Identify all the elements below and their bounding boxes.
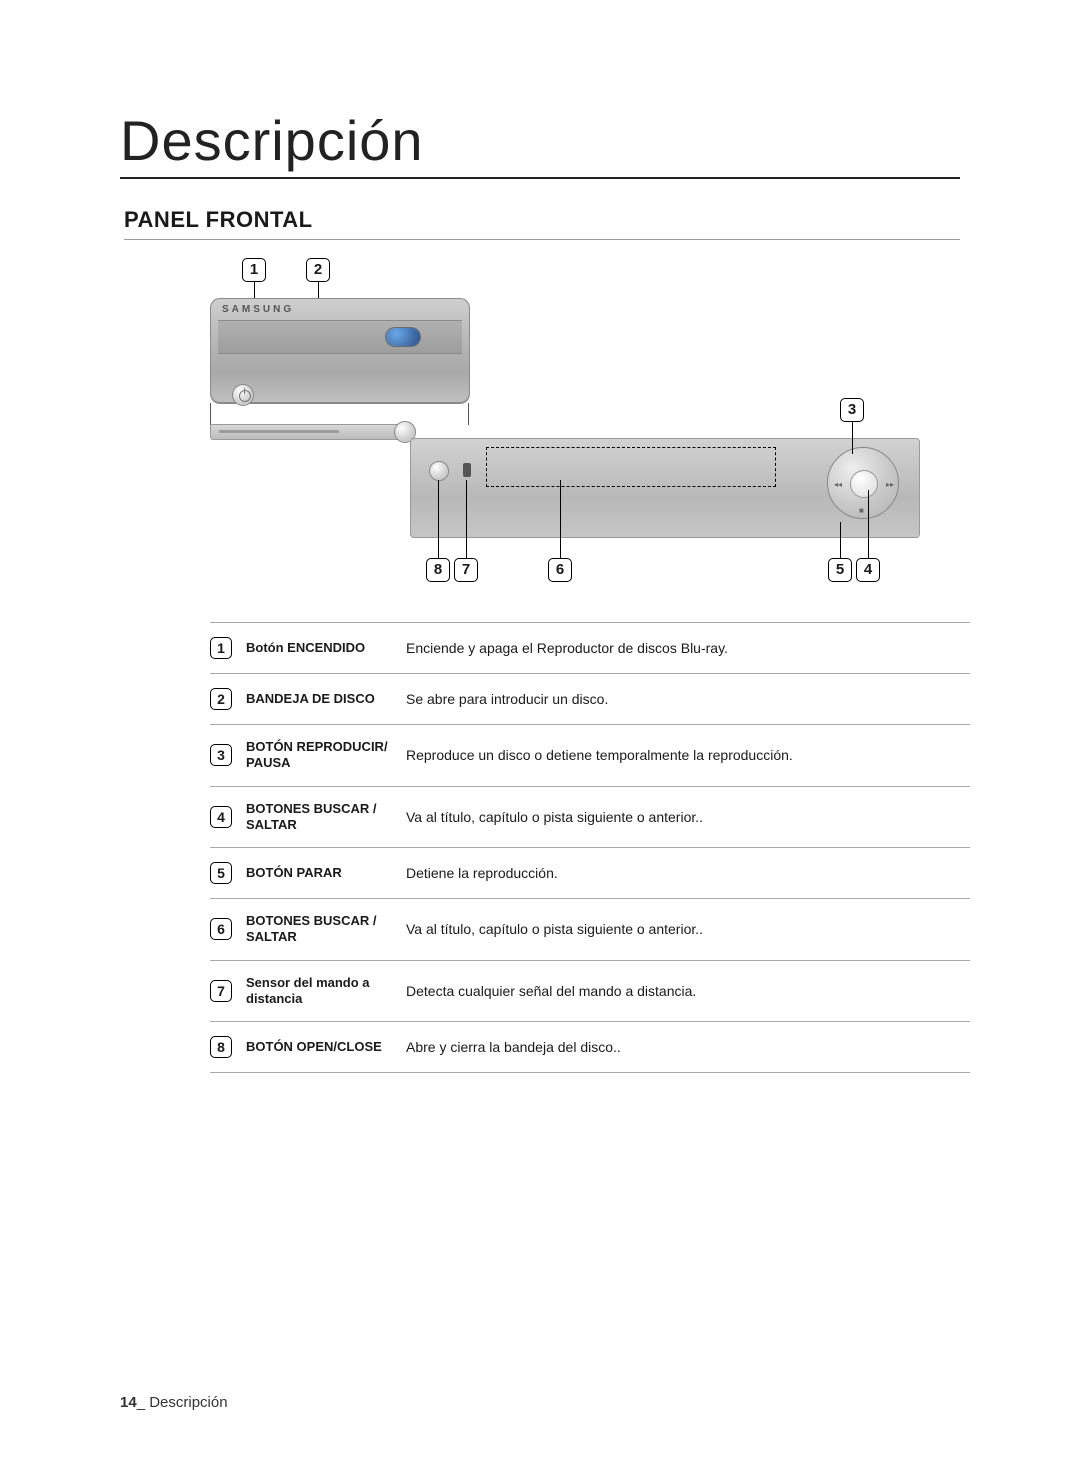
footer-label: Descripción [149,1394,227,1411]
power-button-icon [232,384,254,406]
skip-back-icon: ◂◂ [834,480,842,489]
row-name: BOTÓN PARAR [246,848,406,899]
row-num: 8 [210,1036,232,1058]
row-num: 3 [210,744,232,766]
leader-line [840,522,841,560]
table-row: 2 BANDEJA DE DISCO Se abre para introduc… [210,674,970,725]
callout-3: 3 [840,398,864,422]
row-name: Botón ENCENDIDO [246,623,406,674]
callout-5: 5 [828,558,852,582]
table-row: 7 Sensor del mando adistancia Detecta cu… [210,960,970,1022]
panel-heading: PANEL FRONTAL [124,207,960,240]
device-zoom-right: ◂◂ ▸▸ ■ [410,438,920,538]
row-num: 4 [210,806,232,828]
play-pause-button-icon [850,470,878,498]
front-panel-diagram: 1 2 SAMSUNG ◂◂ ▸▸ ■ [210,258,970,598]
row-name: Sensor del mando adistancia [246,960,406,1022]
callout-7: 7 [454,558,478,582]
leader-line [468,403,470,425]
leader-line [868,490,869,560]
table-row: 8 BOTÓN OPEN/CLOSE Abre y cierra la band… [210,1022,970,1073]
row-num: 6 [210,918,232,940]
leader-line [560,480,561,560]
row-name: BOTÓN OPEN/CLOSE [246,1022,406,1073]
open-close-button-icon [429,461,449,481]
callout-8: 8 [426,558,450,582]
leader-line [210,403,212,425]
device-full-view [210,424,405,440]
row-desc: Va al título, capítulo o pista siguiente… [406,786,970,848]
device-zoom-left: SAMSUNG [210,298,470,403]
row-desc: Enciende y apaga el Reproductor de disco… [406,623,970,674]
callout-6: 6 [548,558,572,582]
table-row: 3 BOTÓN REPRODUCIR/PAUSA Reproduce un di… [210,725,970,787]
row-name: BOTONES BUSCAR /SALTAR [246,786,406,848]
row-name: BANDEJA DE DISCO [246,674,406,725]
row-num: 1 [210,637,232,659]
leader-line [438,480,439,560]
page-number: 14 [120,1394,137,1411]
control-dial: ◂◂ ▸▸ ■ [827,447,899,519]
callout-2: 2 [306,258,330,282]
row-desc: Se abre para introducir un disco. [406,674,970,725]
stop-icon: ■ [859,506,864,515]
row-num: 7 [210,980,232,1002]
leader-line [852,422,853,454]
disc-tray-slot [218,320,462,354]
leader-line [466,480,467,560]
callout-1: 1 [242,258,266,282]
table-row: 5 BOTÓN PARAR Detiene la reproducción. [210,848,970,899]
bluray-logo-icon [386,328,420,346]
row-desc: Detiene la reproducción. [406,848,970,899]
row-desc: Abre y cierra la bandeja del disco.. [406,1022,970,1073]
legend-table: 1 Botón ENCENDIDO Enciende y apaga el Re… [210,622,970,1073]
table-row: 6 BOTONES BUSCAR /SALTAR Va al título, c… [210,899,970,961]
row-num: 2 [210,688,232,710]
row-desc: Reproduce un disco o detiene temporalmen… [406,725,970,787]
section-title: Descripción [120,108,960,179]
row-desc: Detecta cualquier señal del mando a dist… [406,960,970,1022]
brand-label: SAMSUNG [222,304,294,315]
row-desc: Va al título, capítulo o pista siguiente… [406,899,970,961]
display-window [486,447,776,487]
row-name: BOTÓN REPRODUCIR/PAUSA [246,725,406,787]
row-num: 5 [210,862,232,884]
skip-fwd-icon: ▸▸ [886,480,894,489]
footer-sep: _ [137,1394,150,1411]
ir-sensor-icon [463,463,471,477]
table-row: 1 Botón ENCENDIDO Enciende y apaga el Re… [210,623,970,674]
page-footer: 14_ Descripción [120,1394,228,1411]
row-name: BOTONES BUSCAR /SALTAR [246,899,406,961]
callout-4: 4 [856,558,880,582]
table-row: 4 BOTONES BUSCAR /SALTAR Va al título, c… [210,786,970,848]
